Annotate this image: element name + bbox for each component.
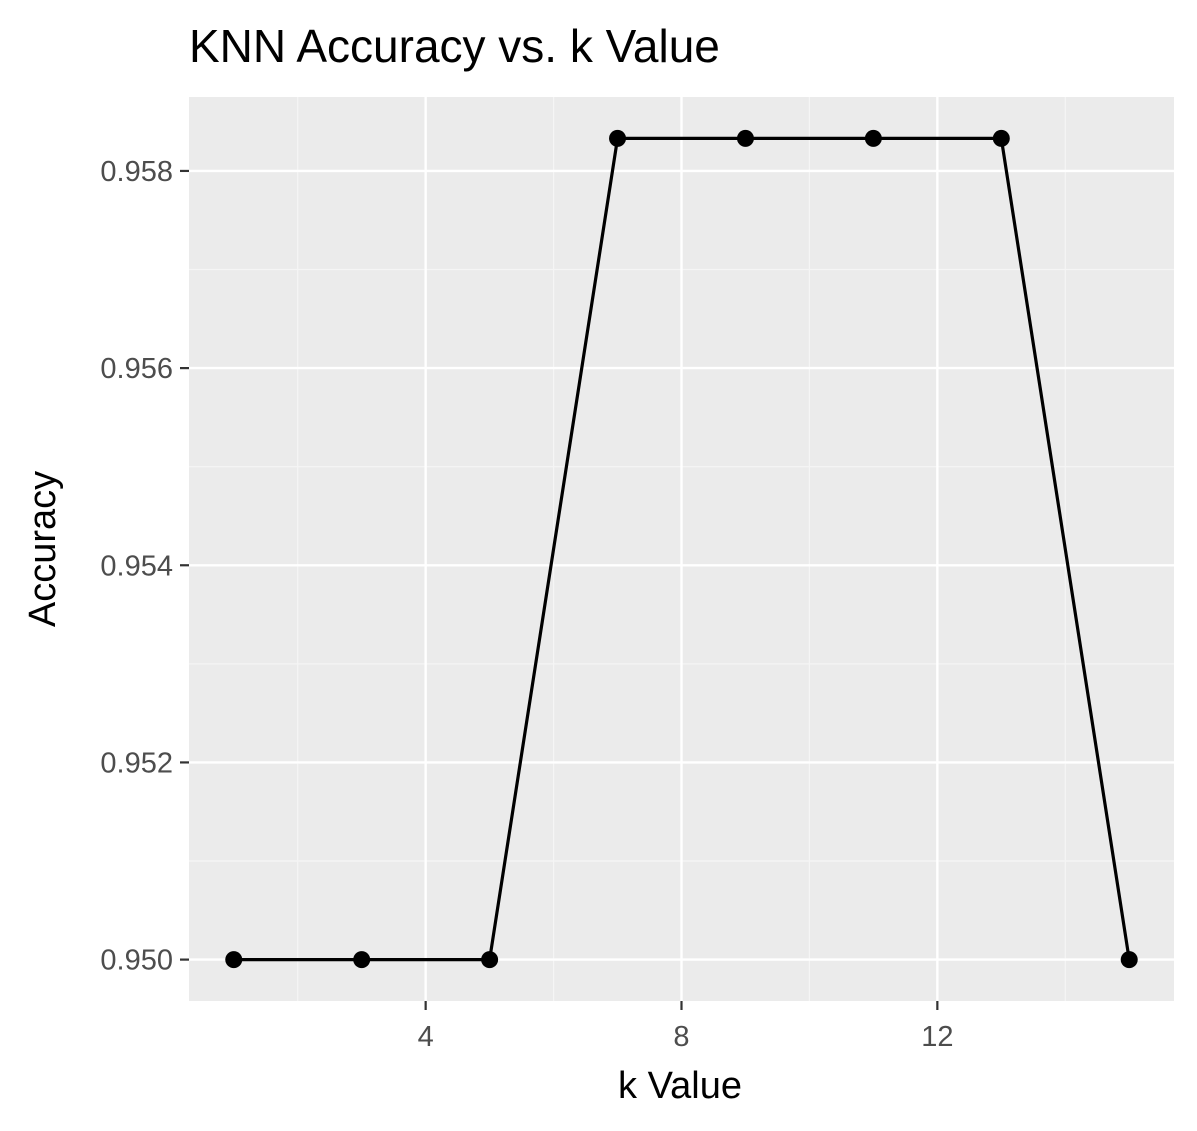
data-point — [992, 129, 1010, 147]
series-layer — [225, 129, 1138, 969]
y-axis-title: Accuracy — [22, 471, 64, 627]
data-point — [353, 951, 371, 969]
y-tick-label: 0.954 — [100, 550, 173, 582]
data-point — [1120, 951, 1138, 969]
data-point — [225, 951, 243, 969]
data-point — [609, 129, 627, 147]
chart-title: KNN Accuracy vs. k Value — [189, 20, 720, 72]
data-point — [481, 951, 499, 969]
x-axis-title: k Value — [618, 1065, 742, 1107]
x-tick-label: 12 — [921, 1021, 953, 1053]
major-gridlines — [189, 97, 1174, 1001]
y-tick-label: 0.958 — [100, 156, 173, 188]
y-tick-label: 0.950 — [100, 945, 173, 977]
y-tick-label: 0.956 — [100, 353, 173, 385]
data-point — [864, 129, 882, 147]
axis-layer: 4 8 12 0.950 0.952 0.954 0.956 0.958 — [100, 156, 953, 1053]
y-tick-label: 0.952 — [100, 747, 173, 779]
x-tick-label: 8 — [673, 1021, 689, 1053]
data-point — [736, 129, 754, 147]
series-line — [233, 136, 1131, 962]
x-tick-label: 4 — [418, 1021, 434, 1053]
